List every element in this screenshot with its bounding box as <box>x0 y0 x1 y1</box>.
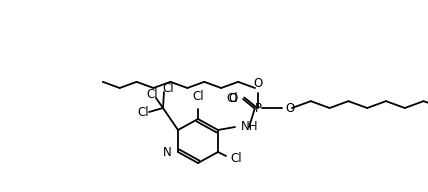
Text: Cl: Cl <box>146 88 158 100</box>
Text: N: N <box>163 146 172 159</box>
Text: O: O <box>229 93 238 105</box>
Text: Cl: Cl <box>230 151 242 165</box>
Text: Cl: Cl <box>226 92 238 104</box>
Text: NH: NH <box>241 121 259 133</box>
Text: O: O <box>285 102 294 114</box>
Text: Cl: Cl <box>137 105 149 118</box>
Text: Cl: Cl <box>192 90 204 103</box>
Text: P: P <box>255 102 262 114</box>
Text: O: O <box>253 77 263 90</box>
Text: Cl: Cl <box>162 81 174 94</box>
